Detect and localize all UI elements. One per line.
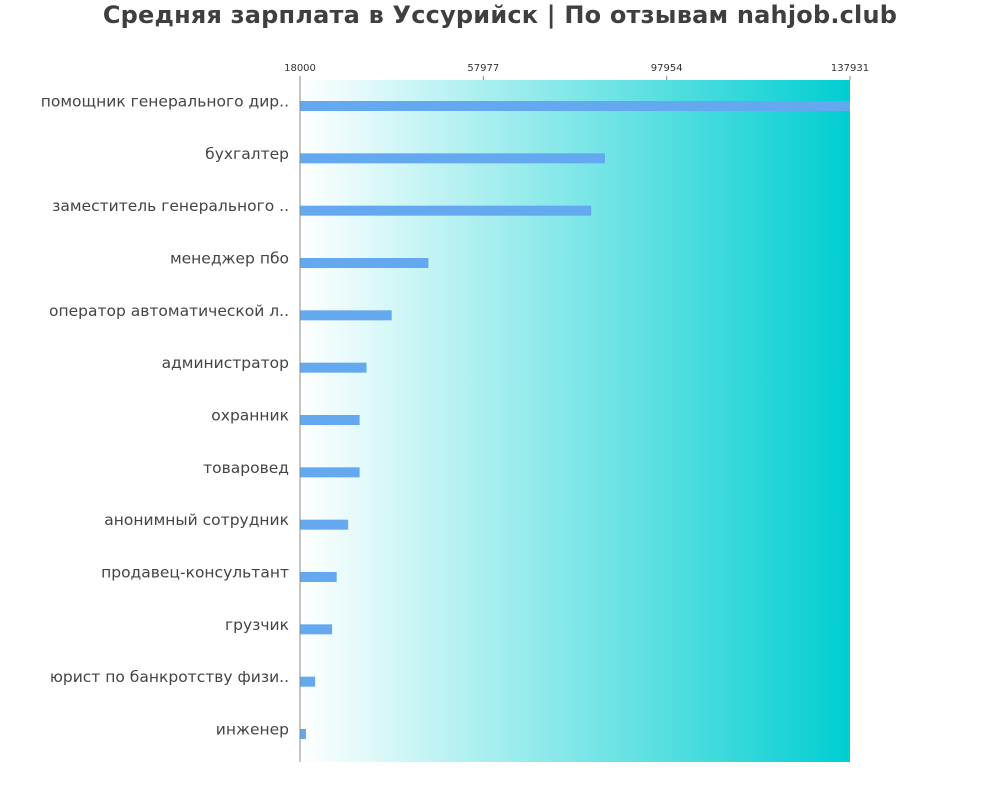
bar: [300, 467, 360, 478]
category-label: помощник генерального дир..: [41, 93, 289, 111]
category-label: товаровед: [203, 459, 289, 477]
category-label: оператор автоматической л..: [49, 302, 289, 320]
category-label: грузчик: [225, 616, 289, 634]
chart-title: Средняя зарплата в Уссурийск | По отзыва…: [102, 1, 898, 29]
category-label: заместитель генерального ..: [52, 197, 289, 215]
plot-background: [300, 80, 850, 762]
bar: [300, 729, 306, 739]
x-tick-label: 97954: [651, 63, 683, 74]
bar: [300, 572, 337, 582]
bars: [300, 101, 850, 739]
bar: [300, 101, 850, 111]
bar: [300, 519, 349, 530]
category-label: анонимный сотрудник: [104, 511, 289, 529]
category-label: менеджер пбо: [170, 250, 289, 268]
category-label: инженер: [216, 721, 289, 739]
category-label: охранник: [211, 407, 289, 425]
x-tick-label: 57977: [467, 63, 499, 74]
bar: [300, 362, 367, 373]
x-tick-label: 18000: [284, 63, 316, 74]
category-label: продавец-консультант: [101, 564, 289, 582]
bar: [300, 624, 333, 635]
x-tick-label: 137931: [831, 63, 869, 74]
bar: [300, 676, 316, 687]
bar: [300, 153, 605, 164]
x-axis: 18000 57977 97954 137931: [284, 63, 869, 80]
category-labels: помощник генерального дир.. бухгалтер заме…: [41, 93, 289, 739]
category-label: администратор: [162, 354, 289, 372]
bar: [300, 258, 429, 268]
bar: [300, 205, 592, 216]
bar: [300, 310, 392, 321]
category-label: бухгалтер: [205, 145, 289, 163]
category-label: юрист по банкротству физи..: [50, 668, 289, 686]
bar: [300, 415, 360, 425]
